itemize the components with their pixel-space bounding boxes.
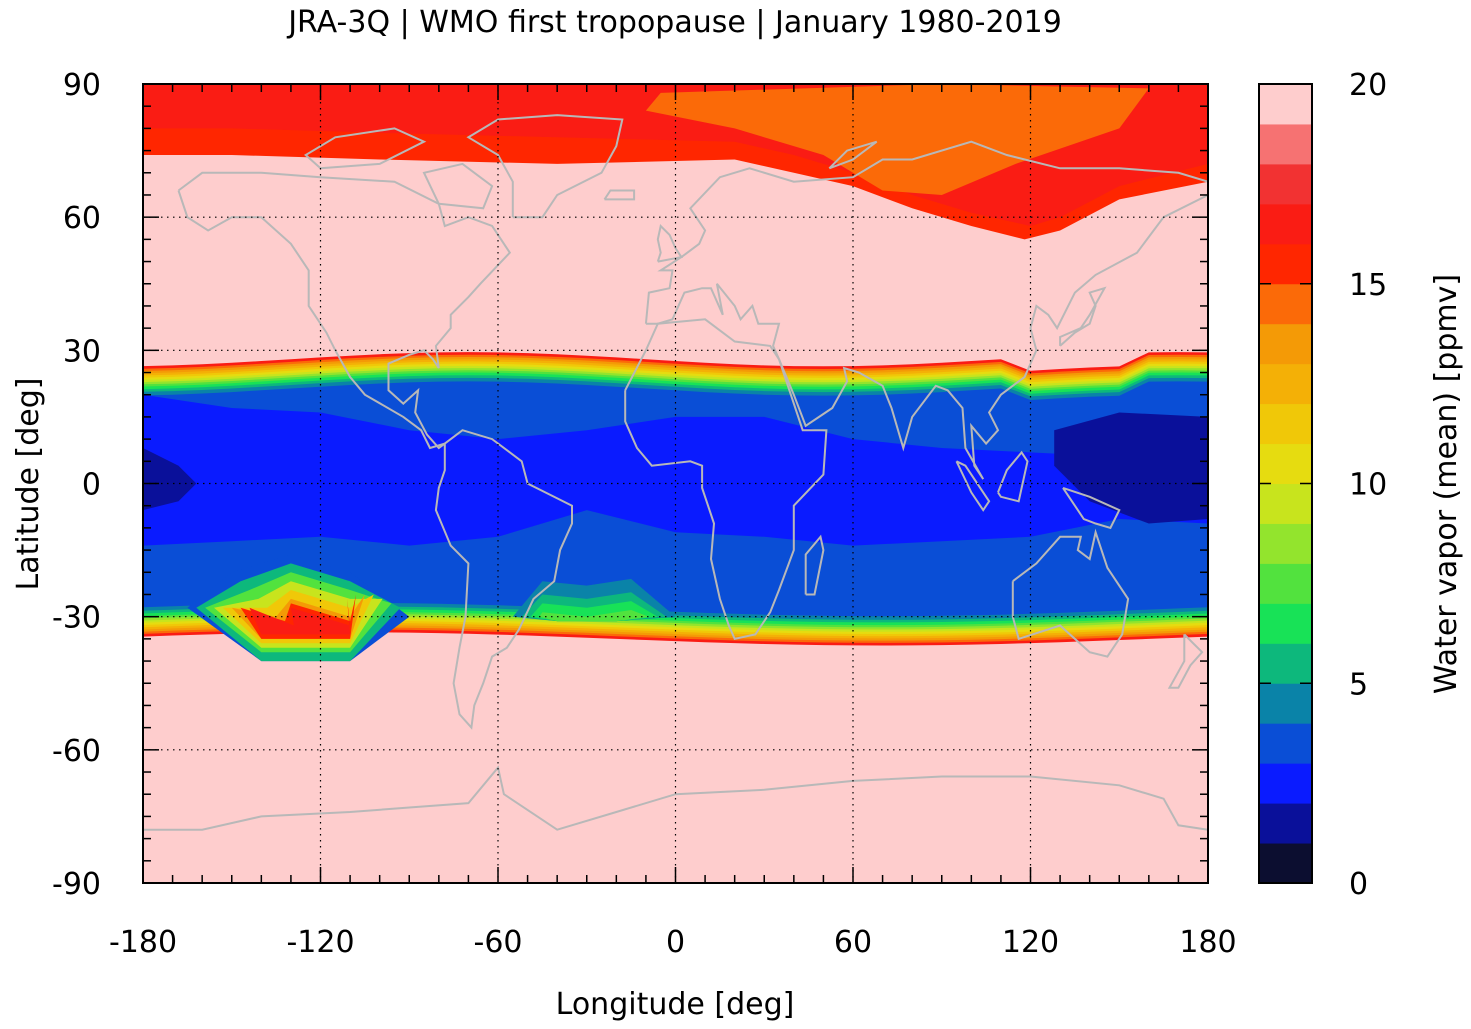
x-tick-label: -60	[474, 925, 523, 960]
coastline-new-zealand	[1167, 633, 1204, 689]
coastline-antarctica	[143, 765, 1208, 831]
coastline-australia	[1011, 528, 1130, 658]
y-tick-label: 90	[63, 68, 101, 103]
axis-ticks	[142, 83, 1209, 884]
coastline-baffin-island	[422, 162, 494, 210]
x-tick-label: 120	[1002, 925, 1059, 960]
y-tick-labels: 90 60 30 0 -30 -60 -90	[52, 68, 101, 902]
colorbar-segment	[1259, 363, 1312, 405]
colorbar-segment	[1259, 683, 1312, 724]
colorbar-frame	[1258, 83, 1313, 884]
colorbar-segment	[1259, 483, 1312, 524]
coastline-africa	[624, 318, 828, 641]
coastline-new-guinea	[1062, 486, 1121, 530]
y-tick-label: 0	[82, 468, 101, 503]
grid-lines	[143, 84, 1208, 883]
colorbar-segment	[1259, 643, 1312, 684]
colorbar-label: Water vapor (mean) [ppmv]	[1429, 274, 1464, 694]
chart-title: JRA-3Q | WMO first tropopause | January …	[286, 5, 1062, 40]
atlantic-layer-3	[539, 610, 649, 622]
siberian-region	[645, 84, 1149, 195]
coastline-novaya-zemlya	[828, 140, 878, 170]
x-tick-labels: -180 -120 -60 0 60 120 180	[109, 925, 1237, 960]
coastline-japan	[1059, 286, 1107, 347]
coastline-madagascar	[804, 534, 825, 596]
colorbar-tick-labels: 0 5 10 15 20	[1349, 68, 1387, 902]
colorbar-segment	[1259, 803, 1312, 844]
colorbar-segment	[1259, 203, 1312, 245]
colorbar-segment	[1259, 843, 1312, 884]
coastline-greenland	[466, 114, 624, 219]
coastline-sumatra	[955, 460, 991, 512]
x-axis-label: Longitude [deg]	[556, 987, 795, 1022]
colorbar-tick-label: 15	[1349, 268, 1387, 303]
y-tick-label: 60	[63, 201, 101, 236]
colorbar-segment	[1259, 283, 1312, 325]
y-tick-label: -90	[52, 867, 101, 902]
coastline-borneo	[997, 450, 1029, 503]
y-tick-label: -60	[52, 734, 101, 769]
colorbar-segment	[1259, 763, 1312, 804]
plot-area	[143, 84, 1208, 883]
coastline-eurasia	[644, 140, 1208, 480]
colorbar	[1259, 84, 1312, 884]
colorbar-segment	[1259, 563, 1312, 604]
colorbar-tick-label: 0	[1349, 867, 1368, 902]
coastline-british-isles	[656, 223, 684, 263]
colorbar-segment	[1259, 323, 1312, 365]
colorbar-segment	[1259, 523, 1312, 564]
x-tick-label: 60	[834, 925, 872, 960]
warm-pool-west	[1054, 412, 1208, 524]
colorbar-segment	[1259, 443, 1312, 484]
x-tick-label: 0	[666, 925, 685, 960]
warm-pool-east	[143, 448, 197, 511]
x-tick-label: -120	[286, 925, 354, 960]
colorbar-segment	[1259, 603, 1312, 644]
colorbar-tick-label: 5	[1349, 667, 1368, 702]
coastline-canadian-arctic-islands	[304, 127, 427, 170]
colorbar-segment	[1259, 243, 1312, 285]
coastline-iceland	[603, 189, 636, 201]
colorbar-tick-label: 10	[1349, 468, 1387, 503]
tropical-core	[143, 394, 1208, 546]
x-tick-label: -180	[109, 925, 177, 960]
colorbar-segment	[1259, 84, 1312, 125]
coastlines	[143, 114, 1208, 831]
colorbar-segment	[1259, 403, 1312, 445]
x-tick-label: 180	[1179, 925, 1236, 960]
y-axis-label: Latitude [deg]	[11, 378, 46, 591]
coastline-north-america	[177, 171, 512, 450]
colorbar-segment	[1259, 723, 1312, 764]
colorbar-tick-label: 20	[1349, 68, 1387, 103]
coastline-south-america	[434, 429, 573, 730]
y-tick-label: 30	[63, 334, 101, 369]
y-tick-label: -30	[52, 601, 101, 636]
colorbar-segment	[1259, 123, 1312, 165]
colorbar-segment	[1259, 163, 1312, 205]
